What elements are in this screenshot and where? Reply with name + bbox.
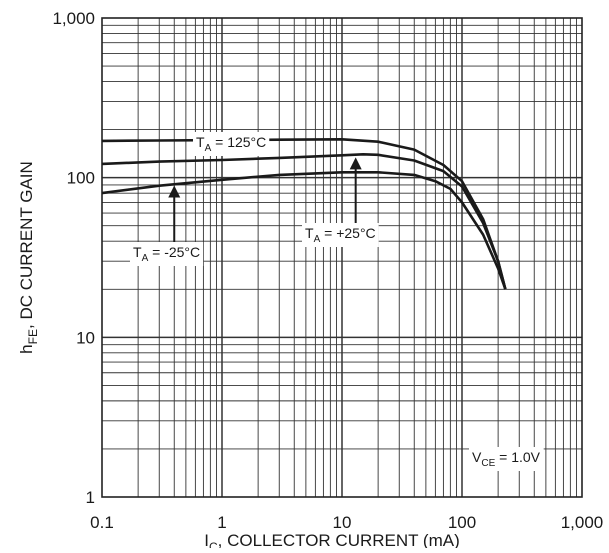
series-label-0-rest: = 125°C bbox=[211, 134, 266, 150]
series-label-1-rest: = +25°C bbox=[320, 225, 375, 241]
x-axis-label-rest: , COLLECTOR CURRENT (mA) bbox=[218, 531, 460, 548]
y-tick-label: 1 bbox=[86, 488, 95, 507]
annotation-arrow-head bbox=[168, 185, 180, 197]
y-axis-label: hFE, DC CURRENT GAIN bbox=[17, 161, 40, 354]
x-axis-label: IC, COLLECTOR CURRENT (mA) bbox=[204, 531, 460, 548]
x-tick-label: 100 bbox=[448, 513, 476, 532]
condition-label-sub: CE bbox=[481, 458, 495, 469]
y-tick-label: 10 bbox=[76, 328, 95, 347]
x-tick-label: 1 bbox=[217, 513, 226, 532]
x-axis-label-sub: C bbox=[209, 540, 218, 548]
x-tick-label: 1,000 bbox=[561, 513, 604, 532]
y-tick-label: 100 bbox=[67, 169, 95, 188]
series-label-2-rest: = -25°C bbox=[148, 244, 200, 260]
x-tick-label: 10 bbox=[333, 513, 352, 532]
y-axis-label-rest: , DC CURRENT GAIN bbox=[17, 161, 36, 329]
y-tick-label: 1,000 bbox=[52, 9, 95, 28]
y-axis-label-main: h bbox=[17, 344, 36, 353]
y-axis-label-sub: FE bbox=[26, 329, 40, 344]
x-tick-label: 0.1 bbox=[90, 513, 114, 532]
condition-label-rest: = 1.0V bbox=[495, 449, 540, 465]
annotation-arrow-head bbox=[350, 157, 362, 169]
